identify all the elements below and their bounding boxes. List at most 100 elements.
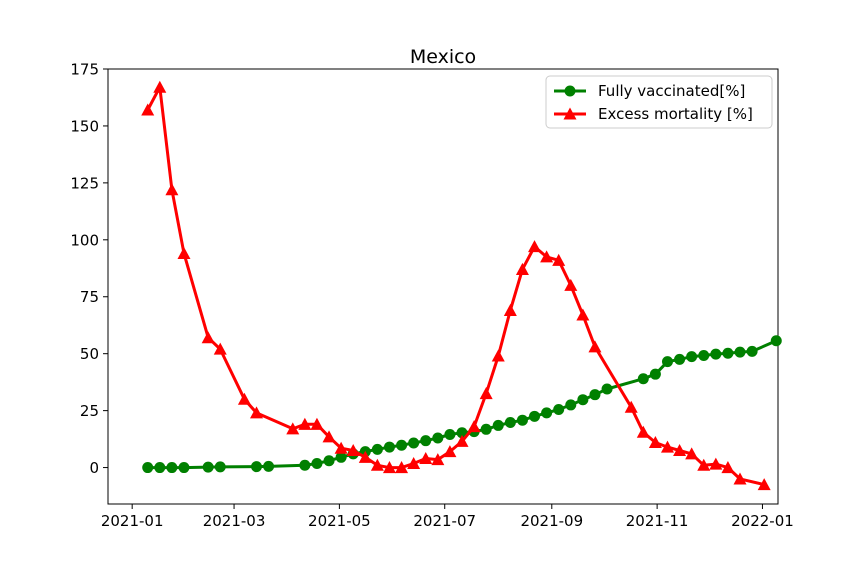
data-point-excess-mortality — [213, 342, 227, 355]
x-tick-label: 2021-05 — [308, 512, 371, 530]
data-point-vaccinated — [553, 403, 565, 415]
data-point-vaccinated — [686, 351, 698, 363]
data-point-vaccinated — [516, 414, 528, 426]
data-point-excess-mortality — [431, 453, 445, 466]
data-point-vaccinated — [565, 399, 577, 411]
data-point-vaccinated — [444, 429, 456, 441]
y-tick-label: 100 — [70, 231, 99, 249]
y-tick-label: 125 — [70, 174, 99, 192]
data-point-excess-mortality — [479, 387, 493, 400]
data-point-excess-mortality — [201, 331, 215, 344]
data-point-vaccinated — [770, 335, 782, 347]
series-line-excess-mortality — [146, 85, 765, 487]
data-point-excess-mortality — [709, 457, 723, 470]
data-point-vaccinated — [154, 462, 166, 474]
data-point-vaccinated — [371, 443, 383, 455]
data-point-excess-mortality — [624, 400, 638, 413]
data-point-excess-mortality — [395, 461, 409, 474]
data-point-excess-mortality — [370, 458, 384, 471]
x-tick-label: 2021-01 — [101, 512, 164, 530]
y-axis: 0 25 50 75 100 125 150 175 — [70, 61, 108, 477]
data-point-excess-mortality — [310, 417, 324, 430]
data-point-vaccinated — [649, 368, 661, 380]
data-point-excess-mortality — [660, 440, 674, 453]
data-point-excess-mortality — [334, 441, 348, 454]
data-point-excess-mortality — [153, 80, 167, 93]
data-point-excess-mortality — [721, 461, 735, 474]
legend-box — [545, 75, 773, 129]
data-point-vaccinated — [504, 416, 516, 428]
x-tick-label: 2021-03 — [203, 512, 266, 530]
data-point-excess-mortality — [757, 478, 771, 491]
data-point-excess-mortality — [407, 456, 421, 469]
y-tick-label: 25 — [80, 402, 99, 420]
data-point-excess-mortality — [467, 420, 481, 433]
data-point-excess-mortality — [576, 308, 590, 321]
data-point-excess-mortality — [636, 425, 650, 438]
data-point-vaccinated — [251, 461, 263, 473]
data-point-excess-mortality — [491, 349, 505, 362]
data-point-vaccinated — [710, 348, 722, 360]
data-point-vaccinated — [166, 462, 178, 474]
data-point-excess-mortality — [455, 434, 469, 447]
legend: Fully vaccinated[%] Excess mortality [%] — [545, 75, 773, 129]
data-point-vaccinated — [541, 407, 553, 419]
x-axis: 2021-01 2021-03 2021-05 2021-07 2021-09 2021-… — [101, 504, 794, 530]
data-point-excess-mortality — [540, 250, 554, 263]
data-point-excess-mortality — [697, 458, 711, 471]
data-point-vaccinated — [722, 347, 734, 359]
data-point-vaccinated — [142, 462, 154, 474]
data-point-vaccinated — [178, 462, 190, 474]
data-point-vaccinated — [601, 383, 613, 395]
data-point-vaccinated — [698, 350, 710, 362]
y-tick-label: 75 — [80, 288, 99, 306]
data-point-vaccinated — [577, 394, 589, 406]
data-point-excess-mortality — [648, 436, 662, 449]
data-point-vaccinated — [456, 427, 468, 439]
data-point-excess-mortality — [443, 445, 457, 458]
data-point-vaccinated — [311, 457, 323, 469]
data-point-vaccinated — [420, 435, 432, 447]
data-point-excess-mortality — [419, 451, 433, 464]
legend-label-vaccinated: Fully vaccinated[%] — [598, 82, 745, 100]
chart-title: Mexico — [410, 46, 476, 68]
data-point-vaccinated — [674, 353, 686, 365]
data-point-vaccinated — [383, 441, 395, 453]
data-point-excess-mortality — [250, 406, 264, 419]
data-point-excess-mortality — [298, 417, 312, 430]
y-tick-label: 150 — [70, 117, 99, 135]
y-tick-label: 0 — [89, 459, 99, 477]
data-point-excess-mortality — [358, 450, 372, 463]
x-tick-label: 2021-11 — [626, 512, 689, 530]
data-point-vaccinated — [661, 356, 673, 368]
data-point-excess-mortality — [515, 262, 529, 275]
x-tick-label: 2021-07 — [413, 512, 476, 530]
series-layer — [141, 80, 782, 491]
data-point-excess-mortality — [286, 422, 300, 435]
data-point-excess-mortality — [552, 253, 566, 266]
data-point-vaccinated — [492, 419, 504, 431]
data-point-excess-mortality — [685, 447, 699, 460]
data-point-vaccinated — [299, 459, 311, 471]
data-point-excess-mortality — [588, 340, 602, 353]
data-point-vaccinated — [529, 410, 541, 422]
data-point-vaccinated — [214, 461, 226, 473]
data-point-excess-mortality — [346, 443, 360, 457]
data-point-excess-mortality — [165, 183, 179, 196]
x-tick-label: 2021-09 — [520, 512, 583, 530]
data-point-excess-mortality — [503, 303, 517, 316]
x-tick-label: 2022-01 — [731, 512, 794, 530]
data-point-vaccinated — [589, 389, 601, 401]
y-tick-label: 50 — [80, 345, 99, 363]
legend-label-excess-mortality: Excess mortality [%] — [598, 105, 753, 123]
data-point-excess-mortality — [322, 430, 336, 443]
data-point-excess-mortality — [733, 472, 747, 485]
data-point-excess-mortality — [177, 246, 191, 260]
y-tick-label: 175 — [70, 61, 99, 79]
data-point-vaccinated — [734, 346, 746, 358]
data-point-vaccinated — [263, 460, 275, 472]
data-point-vaccinated — [480, 423, 492, 435]
data-point-vaccinated — [335, 451, 347, 463]
